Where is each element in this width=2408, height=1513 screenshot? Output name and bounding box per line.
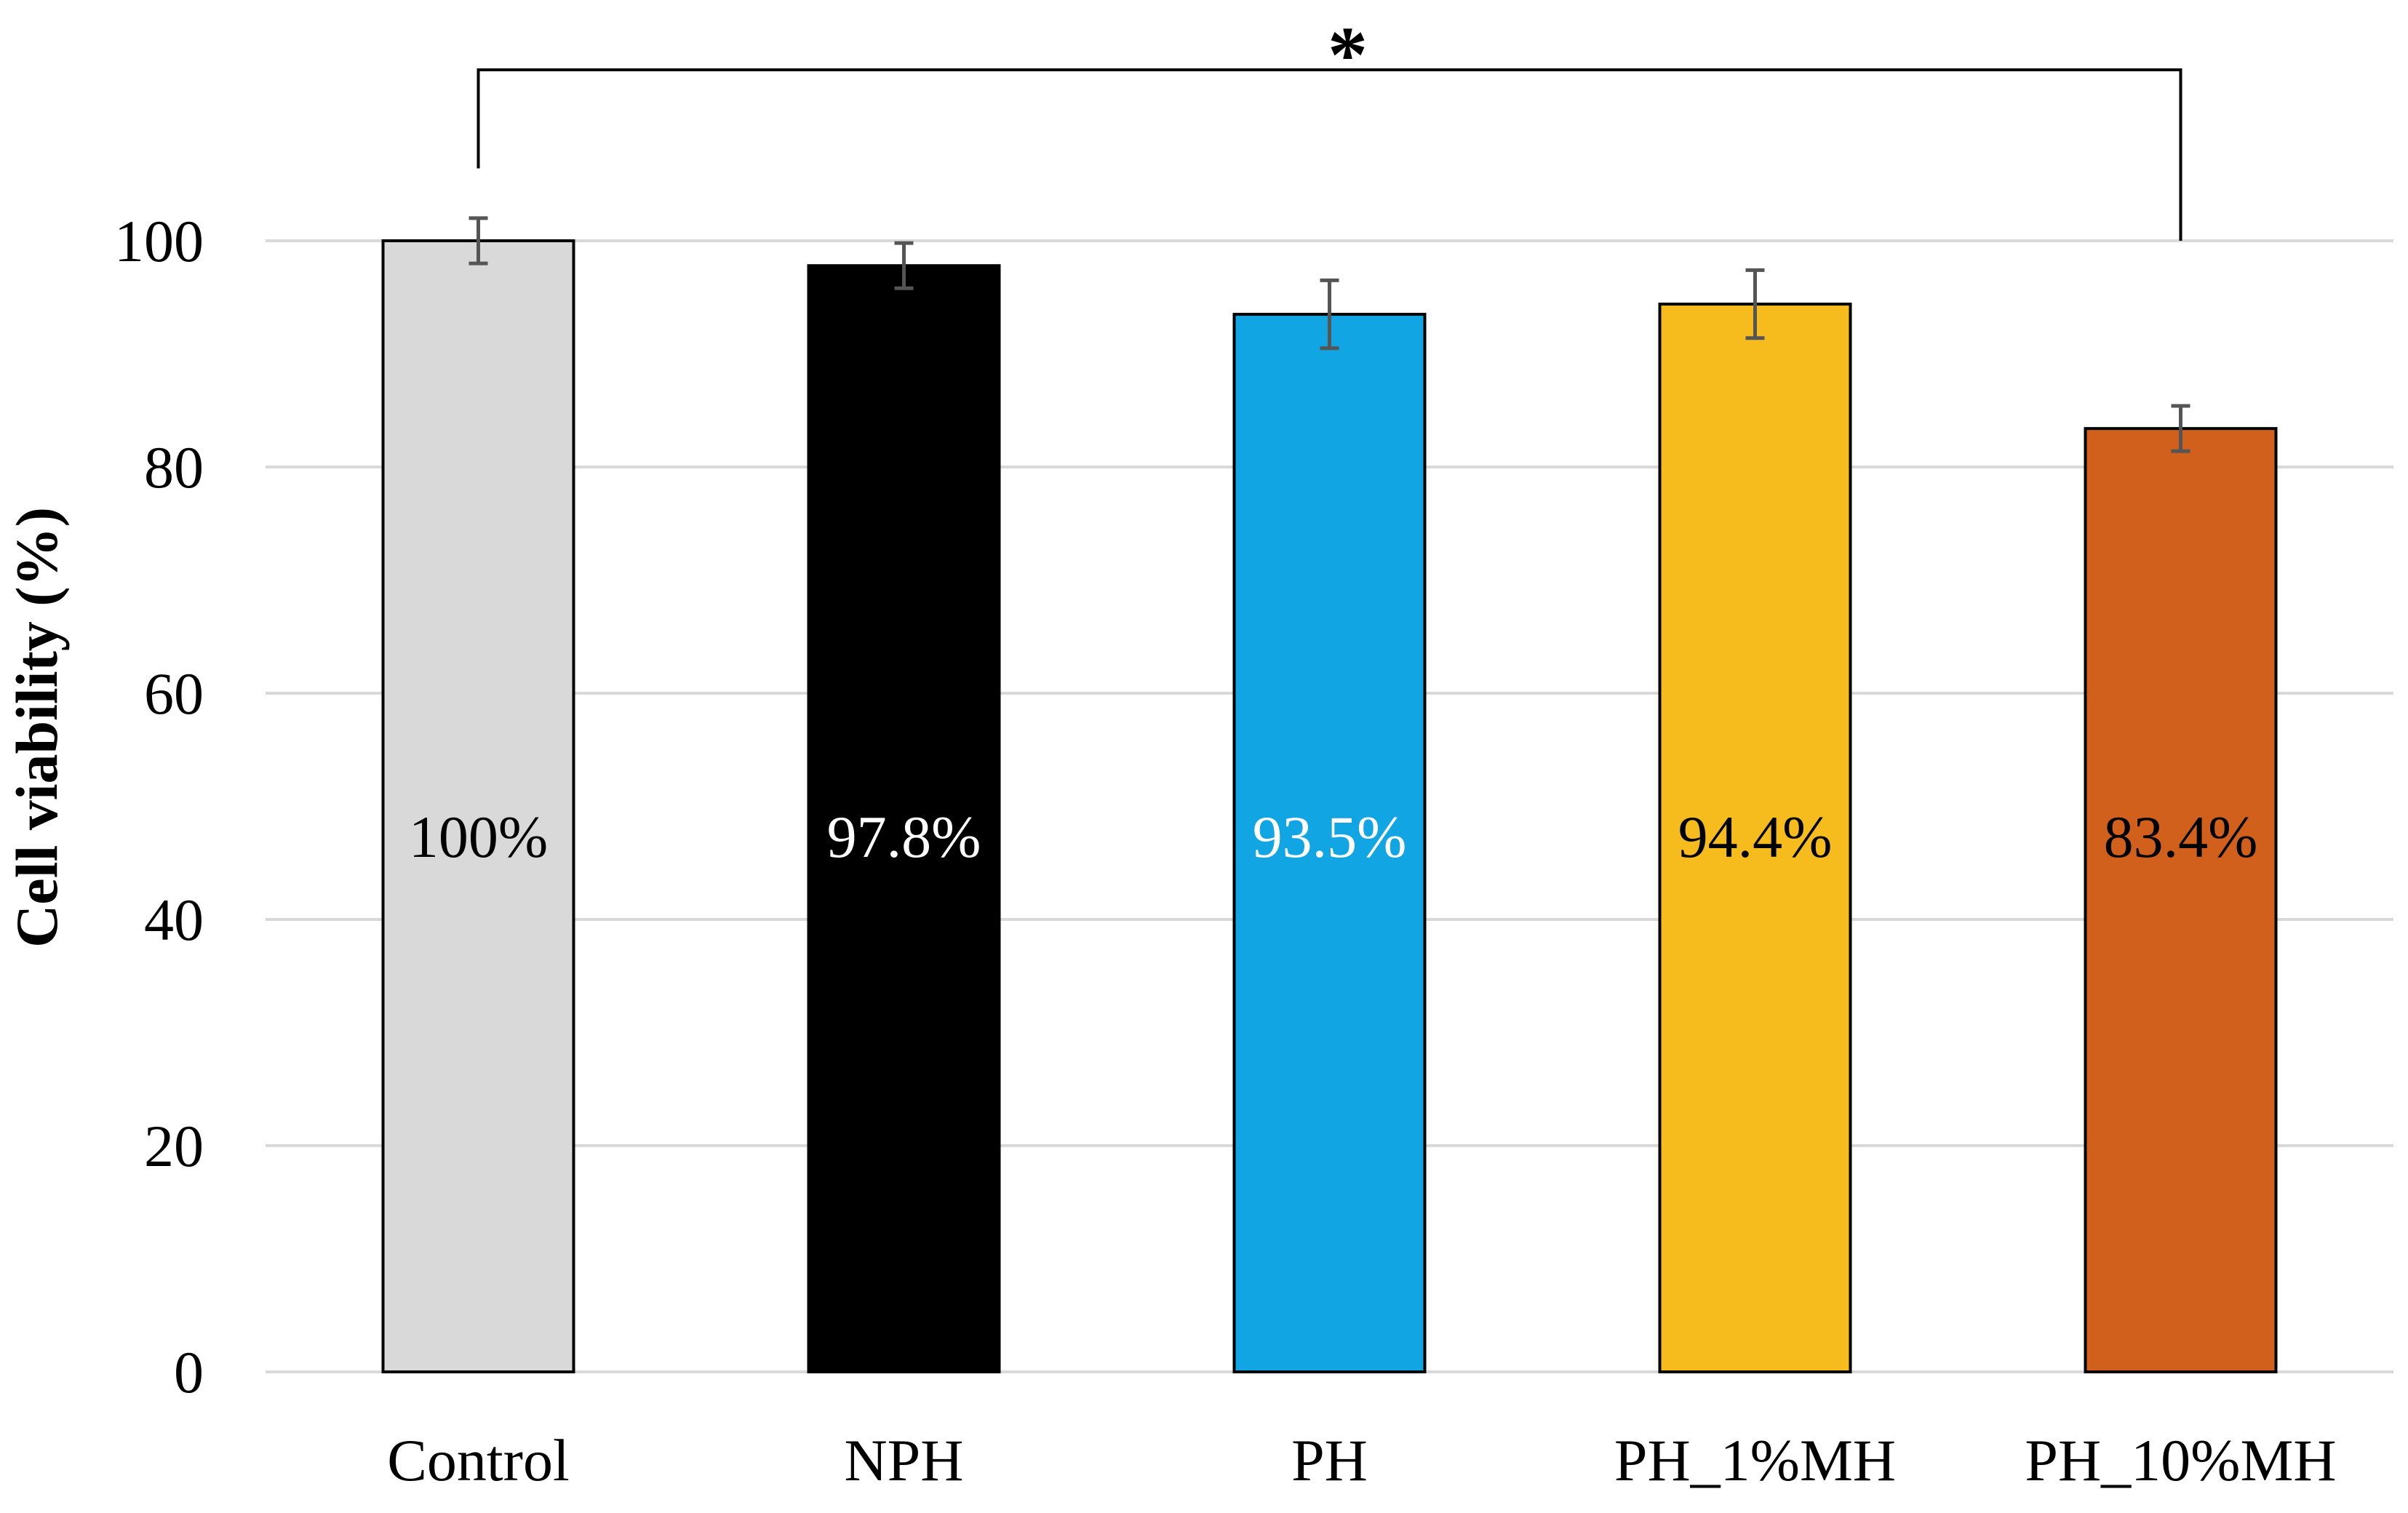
data-label: 83.4% <box>2104 804 2258 870</box>
x-category-label: Control <box>387 1427 570 1493</box>
bar-NPH <box>807 264 1001 1374</box>
significance-bracket: * <box>477 10 2182 241</box>
y-tick-label: 0 <box>174 1339 204 1405</box>
data-label: 94.4% <box>1678 804 1833 870</box>
x-category-label: PH_10%MH <box>2025 1427 2336 1493</box>
error-bar <box>1745 268 1765 340</box>
bar-Control <box>381 239 575 1373</box>
data-label: 100% <box>409 804 548 870</box>
x-category-label: NPH <box>844 1427 963 1493</box>
error-bars <box>469 216 2190 453</box>
y-tick-label: 80 <box>144 434 204 500</box>
x-category-label: PH_1%MH <box>1614 1427 1896 1493</box>
error-bar <box>1320 278 1339 351</box>
data-label: 97.8% <box>827 804 981 870</box>
bar-PH <box>1232 313 1427 1374</box>
y-axis-label: Cell viability (%) <box>4 507 70 948</box>
y-tick-label: 20 <box>144 1113 204 1179</box>
significance-line <box>477 68 2182 241</box>
error-bar <box>894 241 914 290</box>
x-axis-categories: Control NPH PH PH_1%MH PH_10%MH <box>387 1427 2336 1493</box>
y-tick-label: 40 <box>144 887 204 953</box>
y-tick-label: 60 <box>144 660 204 727</box>
y-axis-ticks: 0 20 40 60 80 100 <box>114 208 204 1405</box>
error-bar <box>469 216 488 266</box>
data-labels: 100% 97.8% 93.5% 94.4% 83.4% <box>409 804 2258 870</box>
data-label: 93.5% <box>1253 804 1407 870</box>
bar-PH_10%MH <box>2084 427 2278 1373</box>
significance-label: * <box>1328 10 1368 99</box>
y-tick-label: 100 <box>114 208 204 274</box>
x-category-label: PH <box>1291 1427 1368 1493</box>
error-bar <box>2171 404 2190 453</box>
